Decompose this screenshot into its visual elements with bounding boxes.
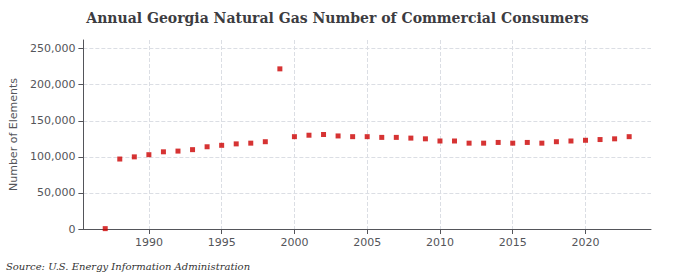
svg-text:250,000: 250,000 xyxy=(30,42,76,55)
svg-text:2015: 2015 xyxy=(499,236,527,249)
svg-text:2010: 2010 xyxy=(426,236,454,249)
svg-text:1990: 1990 xyxy=(135,236,163,249)
svg-text:50,000: 50,000 xyxy=(37,186,76,199)
svg-text:2005: 2005 xyxy=(353,236,381,249)
svg-text:1995: 1995 xyxy=(208,236,236,249)
svg-text:100,000: 100,000 xyxy=(30,150,76,163)
svg-text:Source: U.S. Energy Informatio: Source: U.S. Energy Information Administ… xyxy=(6,261,250,272)
svg-text:2000: 2000 xyxy=(280,236,308,249)
svg-text:2020: 2020 xyxy=(572,236,600,249)
svg-text:Annual Georgia Natural Gas Num: Annual Georgia Natural Gas Number of Com… xyxy=(85,10,589,26)
svg-text:Number of Elements: Number of Elements xyxy=(7,78,20,191)
svg-text:200,000: 200,000 xyxy=(30,78,76,91)
svg-text:150,000: 150,000 xyxy=(30,114,76,127)
svg-text:0: 0 xyxy=(68,223,75,236)
